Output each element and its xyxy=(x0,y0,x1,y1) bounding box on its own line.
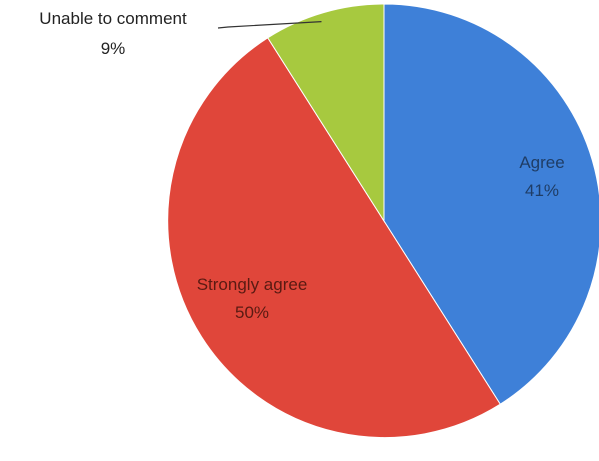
pie-slice-unable-to-comment xyxy=(267,3,385,223)
pie-slice-agree xyxy=(383,3,599,405)
slice-label-agree: Agree xyxy=(519,153,564,172)
slice-value-unable-to-comment: 9% xyxy=(101,39,126,58)
slice-value-strongly-agree: 50% xyxy=(235,303,269,322)
slice-label-strongly-agree: Strongly agree xyxy=(197,275,308,294)
leader-line-unable-to-comment xyxy=(217,21,322,29)
pie-slice-strongly-agree xyxy=(167,37,501,439)
slice-value-agree: 41% xyxy=(525,181,559,200)
slice-label-unable-to-comment: Unable to comment xyxy=(39,9,187,28)
